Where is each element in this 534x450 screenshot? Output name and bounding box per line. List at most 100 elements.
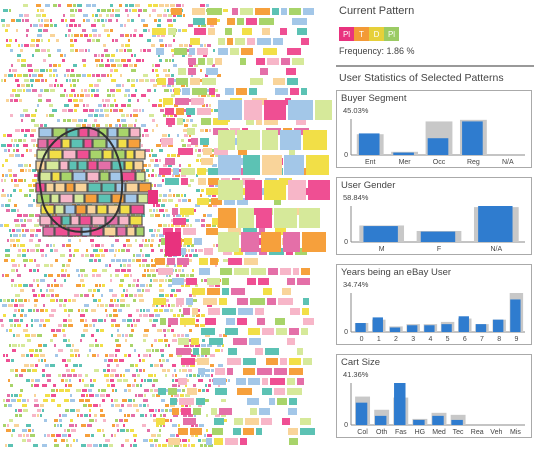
pattern-cell xyxy=(289,368,303,375)
pattern-cell xyxy=(165,232,181,256)
pattern-cell xyxy=(302,232,326,252)
pattern-cell xyxy=(151,44,155,47)
selected-pattern-cell xyxy=(51,171,61,182)
pattern-cell xyxy=(121,404,124,407)
pattern-cell xyxy=(191,354,196,357)
pattern-cell xyxy=(11,394,13,397)
selection-bar[interactable] xyxy=(355,323,366,332)
pattern-cell xyxy=(151,264,156,267)
pattern-cell xyxy=(179,369,181,372)
pattern-cell xyxy=(14,284,17,287)
pattern-cell xyxy=(14,99,18,102)
selection-bar[interactable] xyxy=(407,325,418,332)
selection-bar[interactable] xyxy=(432,415,444,425)
pattern-cell xyxy=(139,109,141,112)
pattern-cell xyxy=(8,304,13,307)
selection-bar[interactable] xyxy=(451,419,463,425)
pattern-cell xyxy=(178,148,193,155)
pattern-cell xyxy=(148,190,158,204)
pattern-cell xyxy=(175,269,177,272)
pattern-cell xyxy=(9,319,13,322)
selection-bar[interactable] xyxy=(374,415,387,425)
pattern-cell xyxy=(282,418,290,425)
pattern-cell xyxy=(122,124,127,127)
selection-bar[interactable] xyxy=(510,299,521,332)
selected-pattern-cell xyxy=(87,182,102,193)
selection-bar[interactable] xyxy=(363,226,398,242)
selection-bar[interactable] xyxy=(478,206,513,242)
pattern-cell xyxy=(101,19,104,22)
pattern-cell xyxy=(70,14,75,17)
selection-bar[interactable] xyxy=(393,152,414,155)
pattern-cell xyxy=(17,324,21,327)
pattern-cell xyxy=(31,139,36,142)
pattern-cell xyxy=(136,409,139,412)
selection-bar[interactable] xyxy=(458,316,469,332)
pattern-cell xyxy=(67,74,69,77)
pattern-cell xyxy=(44,419,47,422)
pattern-cell xyxy=(119,49,123,52)
selected-pattern-cell xyxy=(130,204,145,215)
selection-bar[interactable] xyxy=(493,319,504,332)
selection-bar[interactable] xyxy=(427,138,449,155)
pattern-cell xyxy=(146,309,150,312)
category-label: Mis xyxy=(510,429,521,436)
pattern-cell xyxy=(17,54,21,57)
pattern-cell xyxy=(124,414,126,417)
pattern-cell xyxy=(181,178,188,185)
pattern-cell xyxy=(172,374,174,377)
pattern-cell xyxy=(116,259,121,262)
pattern-cell xyxy=(104,319,106,322)
pattern-cell xyxy=(90,254,94,257)
selection-bar[interactable] xyxy=(424,325,435,332)
pattern-cell xyxy=(120,279,124,282)
pattern-cell xyxy=(163,224,167,227)
pattern-cell xyxy=(183,244,186,247)
pattern-cell xyxy=(36,279,39,282)
pattern-mosaic[interactable] xyxy=(0,0,332,450)
pattern-cell xyxy=(24,299,27,302)
pattern-cell xyxy=(22,439,26,442)
selection-bar[interactable] xyxy=(358,133,380,155)
selection-bar[interactable] xyxy=(389,327,401,332)
selection-bar[interactable] xyxy=(420,231,456,242)
selection-bar[interactable] xyxy=(462,121,483,155)
lasso-selection[interactable] xyxy=(38,126,124,233)
selected-pattern-cell xyxy=(68,160,78,171)
pattern-cell xyxy=(95,254,100,257)
pattern-cell xyxy=(64,399,69,402)
pattern-cell xyxy=(191,424,194,427)
pattern-cell xyxy=(141,124,146,127)
pattern-cell xyxy=(35,349,38,352)
pattern-cell xyxy=(20,219,23,222)
pattern-cell xyxy=(152,394,155,397)
pattern-cell xyxy=(84,414,88,417)
pattern-cell xyxy=(109,444,113,447)
pattern-cell xyxy=(218,364,223,367)
pattern-cell xyxy=(205,384,207,387)
pattern-cell xyxy=(169,59,171,62)
selection-bar[interactable] xyxy=(372,317,383,332)
selection-bar[interactable] xyxy=(413,419,425,425)
pattern-cell xyxy=(49,64,52,67)
pattern-cell xyxy=(95,59,100,62)
pattern-cell xyxy=(208,204,212,207)
selection-bar[interactable] xyxy=(355,402,368,425)
pattern-cell xyxy=(188,54,192,57)
pattern-cell xyxy=(51,434,55,437)
pattern-cell xyxy=(195,434,198,437)
pattern-cell xyxy=(4,79,6,82)
pattern-cell xyxy=(17,399,21,402)
pattern-cell xyxy=(204,248,213,255)
pattern-cell xyxy=(93,34,97,37)
selection-bar[interactable] xyxy=(441,324,452,332)
pattern-cell xyxy=(104,49,108,52)
pattern-cell xyxy=(199,424,204,427)
selection-bar[interactable] xyxy=(475,324,487,332)
pattern-cell xyxy=(5,444,7,447)
pattern-cell xyxy=(111,54,115,57)
selection-bar[interactable] xyxy=(394,383,406,425)
pattern-cell xyxy=(110,29,113,32)
pattern-cell xyxy=(180,394,184,397)
pattern-cell xyxy=(153,419,158,422)
